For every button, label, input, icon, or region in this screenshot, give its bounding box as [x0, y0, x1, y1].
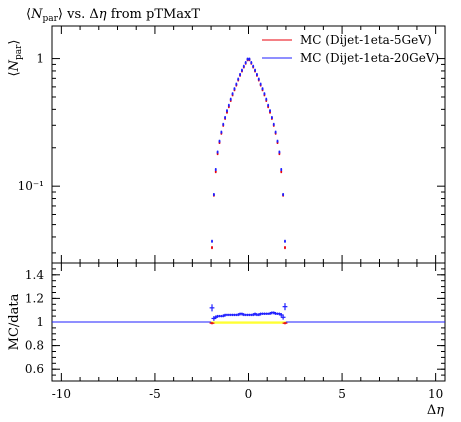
series-2-point: [241, 69, 243, 72]
series-2-point: [250, 61, 253, 64]
legend-label-series-2: MC (Dijet-1eta-20GeV): [300, 51, 439, 65]
x-tick-label: 5: [338, 387, 346, 401]
series-2-point: [284, 240, 286, 243]
series-2-point: [267, 104, 270, 107]
series-1-point: [211, 246, 213, 249]
series-2-point: [256, 73, 258, 76]
ratio-axis-ticks: 0.6 0.8 1 1.2 1.4 -10 -5 0 5 10: [25, 262, 445, 401]
ratio-y-tick-label: 1.4: [25, 268, 44, 282]
series-2-point: [229, 98, 232, 101]
series-2-point: [252, 65, 255, 68]
series-2-point: [265, 98, 268, 101]
series-2-point: [274, 131, 277, 134]
series-2-point: [231, 92, 234, 95]
series-2-point: [257, 78, 260, 81]
series-2-point: [244, 61, 247, 64]
chart-title: ⟨Npar⟩ vs. Δη from pTMaxT: [26, 7, 200, 24]
series-2-point: [218, 140, 221, 143]
series-2-point: [233, 87, 236, 90]
ratio-y-tick-label: 0.6: [25, 362, 44, 376]
series-1-point: [278, 152, 281, 155]
series-2-point: [226, 109, 228, 112]
series-2-point: [212, 193, 215, 196]
series-1-point: [214, 170, 217, 173]
main-y-tick-label: 10⁻¹: [18, 179, 44, 193]
series-1-point: [284, 246, 286, 249]
series-2-point: [216, 151, 219, 153]
series-2-point: [269, 109, 271, 112]
series-2-point: [239, 73, 241, 76]
ratio-y-tick-label: 1.2: [25, 291, 44, 305]
ratio-uncertainty-band: [211, 321, 286, 324]
series-2-point: [248, 58, 251, 61]
series-2-point: [242, 65, 245, 68]
series-2-point: [270, 116, 273, 119]
main-plot-area: [211, 57, 286, 250]
series-1-point: [216, 152, 219, 155]
main-y-axis-label: ⟨Npar⟩: [7, 40, 24, 77]
x-tick-label: 10: [428, 387, 443, 401]
ratio-plot-area: [52, 303, 445, 325]
series-2-point: [211, 240, 213, 243]
series-2-point: [246, 58, 249, 61]
x-axis-label: Δη: [427, 403, 444, 418]
main-y-tick-label: 1: [36, 52, 44, 66]
series-2-point: [276, 140, 279, 143]
x-tick-label: 0: [245, 387, 253, 401]
series-2-point: [259, 83, 262, 86]
series-2-point: [278, 151, 281, 153]
legend-label-series-1: MC (Dijet-1eta-5GeV): [300, 33, 432, 47]
ratio-y-tick-label: 0.8: [25, 339, 44, 353]
series-2-point: [280, 168, 283, 171]
ratio-y-axis-label: MC/data: [7, 293, 22, 350]
series-2-point: [224, 116, 227, 119]
series-2-point: [263, 92, 266, 95]
series-2-point: [261, 87, 264, 90]
legend: MC (Dijet-1eta-5GeV) MC (Dijet-1eta-20Ge…: [262, 33, 439, 65]
series-2-point: [254, 69, 256, 72]
main-axis-ticks: 1 10⁻¹: [18, 26, 445, 263]
series-2-point: [237, 78, 240, 81]
series-2-point: [220, 131, 223, 134]
ratio-y-tick-label: 1: [36, 315, 44, 329]
x-tick-label: -5: [149, 387, 161, 401]
series-1-point: [280, 170, 283, 173]
series-2-point: [235, 83, 238, 86]
series-2-point: [214, 168, 217, 171]
series-2-point: [272, 123, 275, 126]
series-2-point: [282, 193, 285, 196]
series-2-point: [222, 123, 225, 126]
x-tick-label: -10: [52, 387, 71, 401]
series-2-point: [227, 104, 230, 107]
